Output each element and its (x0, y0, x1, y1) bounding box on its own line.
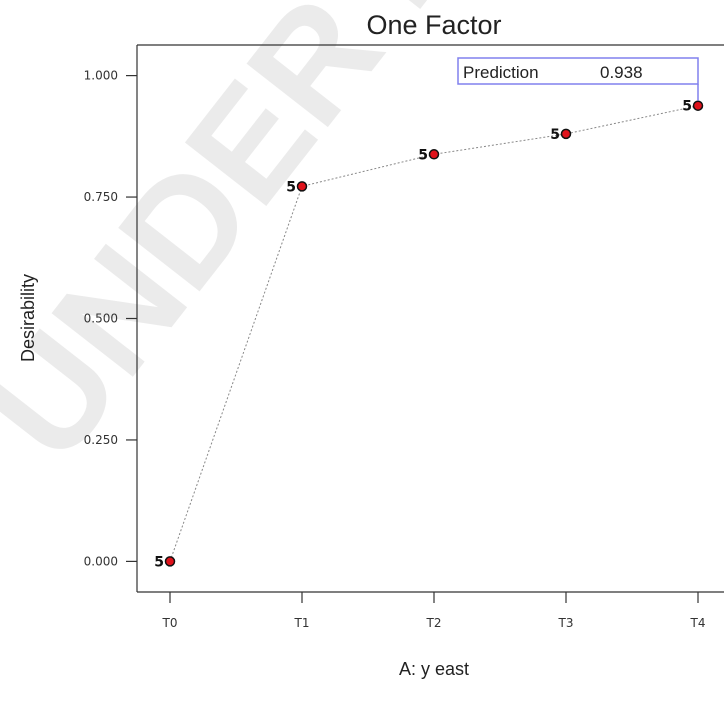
y-tick-label-4: 1.000 (84, 69, 118, 83)
y-axis: 0.000 0.250 0.500 0.750 1.000 (84, 69, 137, 568)
y-tick-label-2: 0.500 (84, 312, 118, 326)
data-point-T2 (428, 149, 440, 160)
x-tick-label-2: T2 (426, 616, 442, 630)
point-count-label-T2: 5 (418, 147, 428, 163)
x-axis-title: A: y east (399, 659, 469, 679)
x-tick-label-0: T0 (162, 616, 178, 630)
point-count-label-T4: 5 (682, 99, 692, 115)
prediction-box-border (457, 57, 699, 85)
y-tick-label-3: 0.750 (84, 190, 118, 204)
prediction-label: Prediction (463, 63, 539, 82)
prediction-value: 0.938 (600, 63, 643, 82)
prediction-box: Prediction 0.938 (457, 57, 699, 101)
x-tick-label-4: T4 (690, 616, 706, 630)
series-desirability: 5 5 5 5 5 (154, 99, 704, 570)
x-tick-label-3: T3 (558, 616, 574, 630)
data-point-T1 (296, 181, 308, 192)
data-point-T3 (560, 128, 572, 140)
point-count-label-T1: 5 (286, 179, 296, 195)
point-count-label-T0: 5 (154, 554, 164, 570)
point-count-label-T3: 5 (550, 127, 560, 143)
x-tick-label-1: T1 (294, 616, 310, 630)
x-axis: T0 T1 T2 T3 T4 (162, 592, 706, 630)
y-tick-label-0: 0.000 (84, 554, 118, 568)
chart-title: One Factor (366, 10, 501, 40)
y-tick-label-1: 0.250 (84, 433, 118, 447)
data-point-T0 (164, 556, 176, 567)
y-axis-title: Desirability (18, 274, 38, 362)
data-point-T4 (692, 100, 704, 111)
